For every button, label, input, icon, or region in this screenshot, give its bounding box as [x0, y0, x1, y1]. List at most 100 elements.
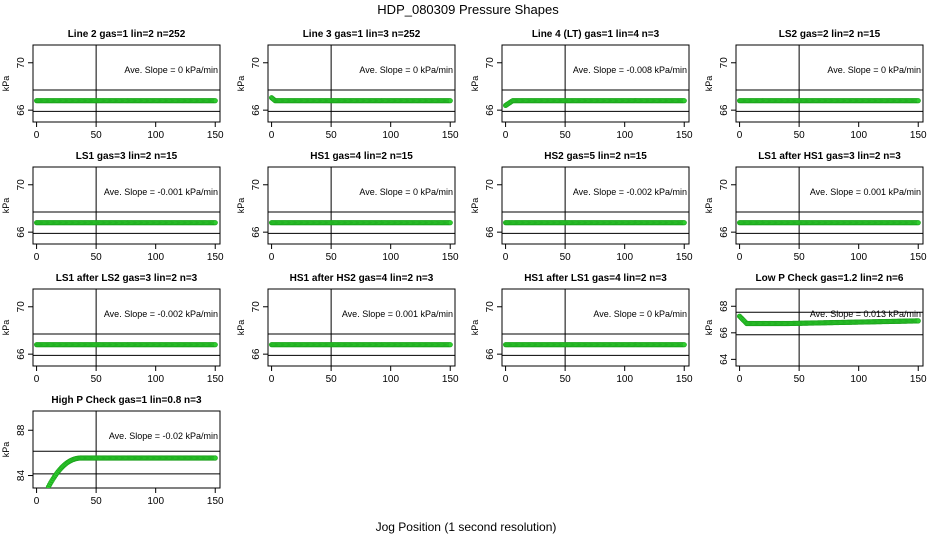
x-tick-label: 150 — [676, 252, 693, 263]
slope-annotation: Ave. Slope = 0 kPa/min — [593, 309, 687, 319]
panel-4: LS2 gas=2 lin=2 n=15 kPa 0 50 100 150 66 70 Ave.… — [704, 29, 927, 141]
x-tick-label: 0 — [34, 374, 40, 385]
panel-frame — [267, 288, 456, 367]
x-tick-label: 50 — [794, 130, 806, 141]
x-tick-label: 0 — [34, 130, 40, 141]
x-tick-label: 50 — [794, 252, 806, 263]
x-tick-label: 50 — [794, 374, 806, 385]
panel-title: LS2 gas=2 lin=2 n=15 — [779, 29, 881, 40]
x-tick-label: 50 — [560, 374, 572, 385]
data-point — [915, 220, 921, 226]
x-tick-label: 0 — [34, 496, 40, 507]
x-tick-label: 150 — [207, 252, 224, 263]
x-tick-label: 100 — [616, 374, 633, 385]
y-tick-label: 70 — [251, 301, 262, 313]
panel-2: Line 3 gas=1 lin=3 n=252 kPa 0 50 100 150 66 70… — [236, 29, 459, 141]
y-tick-label: 70 — [719, 57, 730, 69]
panel-plot-area — [33, 289, 220, 366]
x-tick-label: 100 — [850, 374, 867, 385]
x-tick-label: 0 — [737, 374, 743, 385]
x-tick-label: 150 — [676, 374, 693, 385]
panel-y-label: kPa — [236, 320, 246, 336]
panel-title: LS1 after HS1 gas=3 lin=2 n=3 — [758, 151, 901, 162]
x-tick-label: 150 — [910, 130, 927, 141]
panel-5: LS1 gas=3 lin=2 n=15 kPa 0 50 100 150 66 70 Ave.… — [1, 151, 224, 263]
y-tick-label: 70 — [16, 301, 27, 313]
panel-frame — [501, 44, 690, 123]
panel-11: HS1 after LS1 gas=4 lin=2 n=3 kPa 0 50 100 15… — [470, 273, 693, 385]
x-tick-label: 0 — [737, 130, 743, 141]
panel-y-label: kPa — [1, 76, 11, 92]
panel-plot-area — [268, 167, 455, 244]
panel-7: HS2 gas=5 lin=2 n=15 kPa 0 50 100 150 66 70 Ave.… — [470, 151, 693, 263]
panel-frame — [32, 44, 221, 123]
data-point — [45, 496, 50, 501]
x-tick-label: 100 — [382, 252, 399, 263]
x-tick-label: 0 — [737, 252, 743, 263]
panel-plot-area — [268, 45, 455, 122]
x-tick-label: 50 — [91, 374, 103, 385]
panel-title: Low P Check gas=1.2 lin=2 n=6 — [756, 273, 904, 284]
panel-title: Line 3 gas=1 lin=3 n=252 — [303, 29, 421, 40]
panel-plot-area — [502, 289, 689, 366]
y-tick-label: 70 — [16, 57, 27, 69]
slope-annotation: Ave. Slope = -0.008 kPa/min — [573, 65, 687, 75]
figure-x-axis-label: Jog Position (1 second resolution) — [376, 520, 557, 534]
panel-frame — [501, 288, 690, 367]
x-tick-label: 0 — [503, 130, 509, 141]
data-point — [212, 220, 218, 226]
slope-annotation: Ave. Slope = 0 kPa/min — [827, 65, 921, 75]
x-tick-label: 50 — [326, 252, 338, 263]
data-point — [681, 342, 687, 348]
panel-y-label: kPa — [1, 198, 11, 214]
data-point — [447, 98, 453, 104]
x-tick-label: 100 — [147, 130, 164, 141]
x-tick-label: 100 — [147, 252, 164, 263]
panel-y-label: kPa — [470, 320, 480, 336]
panel-9: LS1 after LS2 gas=3 lin=2 n=3 kPa 0 50 100 15… — [1, 273, 224, 385]
y-tick-label: 88 — [16, 424, 27, 436]
panel-y-label: kPa — [470, 76, 480, 92]
x-tick-label: 150 — [207, 130, 224, 141]
figure-title: HDP_080309 Pressure Shapes — [377, 2, 559, 17]
slope-annotation: Ave. Slope = 0.001 kPa/min — [810, 187, 921, 197]
panel-y-label: kPa — [704, 198, 714, 214]
panel-frame — [735, 288, 924, 367]
x-tick-label: 150 — [910, 252, 927, 263]
panel-plot-area — [502, 167, 689, 244]
panel-3: Line 4 (LT) gas=1 lin=4 n=3 kPa 0 50 100 150 6… — [470, 29, 693, 141]
x-tick-label: 50 — [560, 130, 572, 141]
panel-plot-area — [268, 289, 455, 366]
x-tick-label: 50 — [91, 496, 103, 507]
x-tick-label: 0 — [269, 374, 275, 385]
x-tick-label: 50 — [560, 252, 572, 263]
y-tick-label: 66 — [16, 348, 27, 360]
y-tick-label: 66 — [16, 226, 27, 238]
y-tick-label: 66 — [251, 104, 262, 116]
data-point — [447, 220, 453, 226]
y-tick-label: 68 — [719, 300, 730, 312]
panel-plot-area — [736, 45, 923, 122]
x-tick-label: 150 — [442, 130, 459, 141]
data-point — [212, 98, 218, 104]
x-tick-label: 0 — [269, 252, 275, 263]
panel-title: HS1 after HS2 gas=4 lin=2 n=3 — [290, 273, 434, 284]
panel-plot-area — [736, 167, 923, 244]
slope-annotation: Ave. Slope = 0 kPa/min — [359, 65, 453, 75]
panel-title: HS1 gas=4 lin=2 n=15 — [310, 151, 413, 162]
panel-10: HS1 after HS2 gas=4 lin=2 n=3 kPa 0 50 100 15… — [236, 273, 459, 385]
y-tick-label: 70 — [251, 179, 262, 191]
panel-y-label: kPa — [236, 76, 246, 92]
y-tick-label: 70 — [485, 301, 496, 313]
slope-annotation: Ave. Slope = -0.002 kPa/min — [573, 187, 687, 197]
x-tick-label: 100 — [616, 130, 633, 141]
y-tick-label: 66 — [251, 226, 262, 238]
x-tick-label: 100 — [147, 374, 164, 385]
x-tick-label: 100 — [850, 252, 867, 263]
panel-plot-area — [502, 45, 689, 122]
y-tick-label: 66 — [251, 348, 262, 360]
data-point — [212, 342, 218, 348]
panel-13: High P Check gas=1 lin=0.8 n=3 kPa 0 50 100 1… — [1, 395, 224, 507]
x-tick-label: 100 — [147, 496, 164, 507]
